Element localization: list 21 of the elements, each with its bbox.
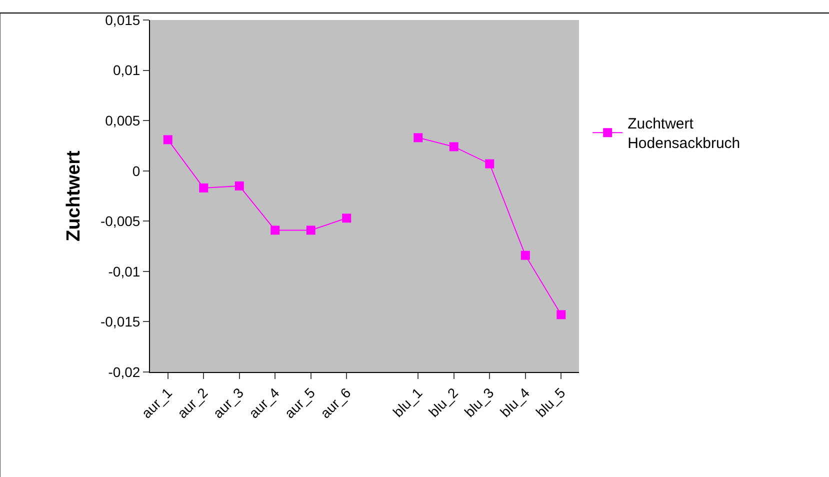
point [306, 226, 316, 235]
y-tick-label: -0,01 [108, 263, 140, 280]
point [485, 159, 494, 168]
y-tick-label: 0,015 [105, 12, 140, 28]
y-tick-label: -0,005 [100, 213, 140, 230]
point [270, 226, 280, 235]
point [414, 133, 423, 142]
y-tick-label: 0,005 [105, 112, 140, 128]
point [520, 250, 530, 260]
y-tick-label: -0,015 [100, 314, 140, 330]
point [199, 183, 208, 192]
point [342, 214, 352, 223]
point [234, 181, 244, 190]
y-tick-label: -0,02 [108, 364, 140, 380]
point [449, 142, 458, 152]
point [556, 310, 566, 320]
y-tick-label: 0,01 [112, 62, 140, 78]
point [163, 135, 172, 144]
legend-label: Zuchtwert Hodensackbruch [628, 116, 740, 152]
y-tick-label: 0 [132, 162, 140, 179]
y-axis-title: Zuchtwert [63, 150, 84, 242]
